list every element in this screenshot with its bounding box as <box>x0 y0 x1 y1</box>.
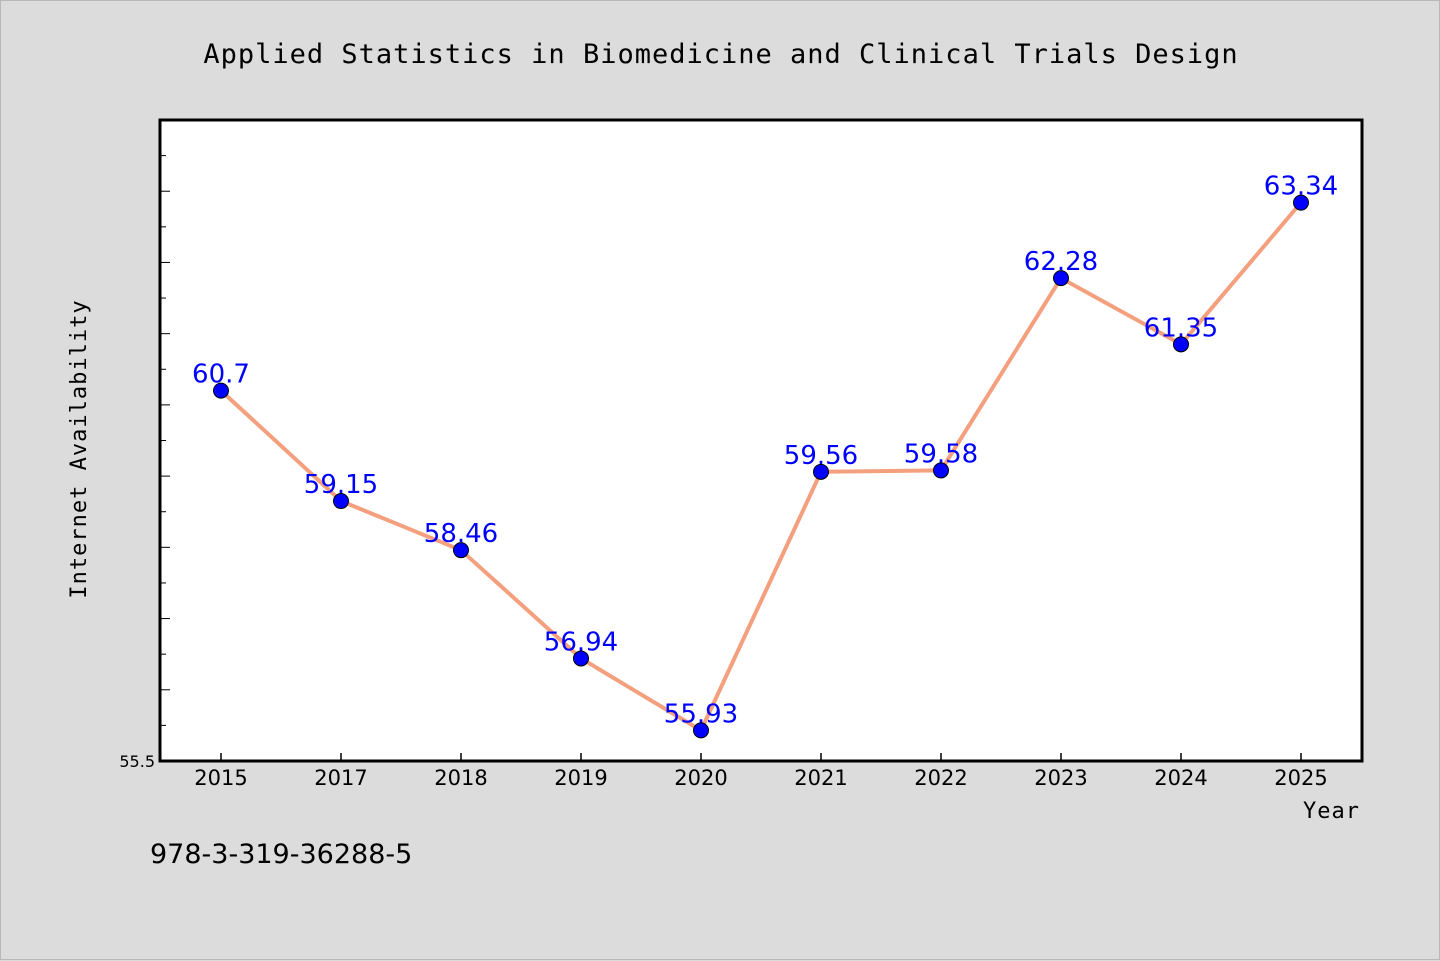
x-axis-tick-label: 2024 <box>1154 766 1207 790</box>
data-point <box>813 463 829 480</box>
y-axis-label: Internet Availability <box>67 299 92 598</box>
x-axis-ticks <box>220 753 1302 761</box>
data-label: 60.7 <box>192 360 250 390</box>
x-axis-label: Year <box>1303 799 1360 824</box>
x-axis-tick-label: 2015 <box>194 766 247 790</box>
data-point <box>1293 194 1309 211</box>
y-axis-tick-labels: 55.5 <box>119 752 155 771</box>
series-line <box>219 200 1303 733</box>
data-label: 63.34 <box>1264 172 1338 202</box>
data-label: 61.35 <box>1144 313 1218 343</box>
data-point <box>1173 336 1189 353</box>
data-label: 59.56 <box>784 441 858 471</box>
data-label: 58.46 <box>424 519 498 549</box>
data-point <box>333 493 349 510</box>
isbn-footer: 978-3-319-36288-5 <box>150 839 412 870</box>
x-axis-tick-label: 2025 <box>1274 766 1327 790</box>
x-axis-tick-label: 2019 <box>554 766 607 790</box>
data-label: 55.93 <box>664 699 738 729</box>
data-point <box>573 650 589 667</box>
x-axis-tick-label: 2020 <box>674 766 727 790</box>
x-axis-tick-label: 2021 <box>794 766 847 790</box>
data-label: 56.94 <box>544 627 618 657</box>
x-axis-tick-label: 2023 <box>1034 766 1087 790</box>
x-axis-tick-label: 2017 <box>314 766 367 790</box>
data-point <box>1053 270 1069 287</box>
data-markers <box>213 194 1309 739</box>
data-label: 59.58 <box>904 439 978 469</box>
chart-title: Applied Statistics in Biomedicine and Cl… <box>203 39 1238 70</box>
x-axis-tick-labels: 2015 2017 2018 2019 2020 2021 2022 2023 2024 2025 <box>194 766 1327 790</box>
data-point <box>453 542 469 559</box>
x-axis-tick-label: 2022 <box>914 766 967 790</box>
data-labels: 60.7 59.15 58.46 56.94 55.93 59.56 59.58 62.28 6… <box>192 172 1338 730</box>
plot-area <box>158 118 1364 763</box>
y-axis-ticks <box>160 155 170 726</box>
y-axis-tick-label: 55.5 <box>119 752 155 771</box>
data-point <box>933 462 949 479</box>
data-point <box>693 722 709 739</box>
data-label: 62.28 <box>1024 247 1098 277</box>
data-point <box>213 382 229 399</box>
data-label: 59.15 <box>304 470 378 500</box>
x-axis-tick-label: 2018 <box>434 766 487 790</box>
